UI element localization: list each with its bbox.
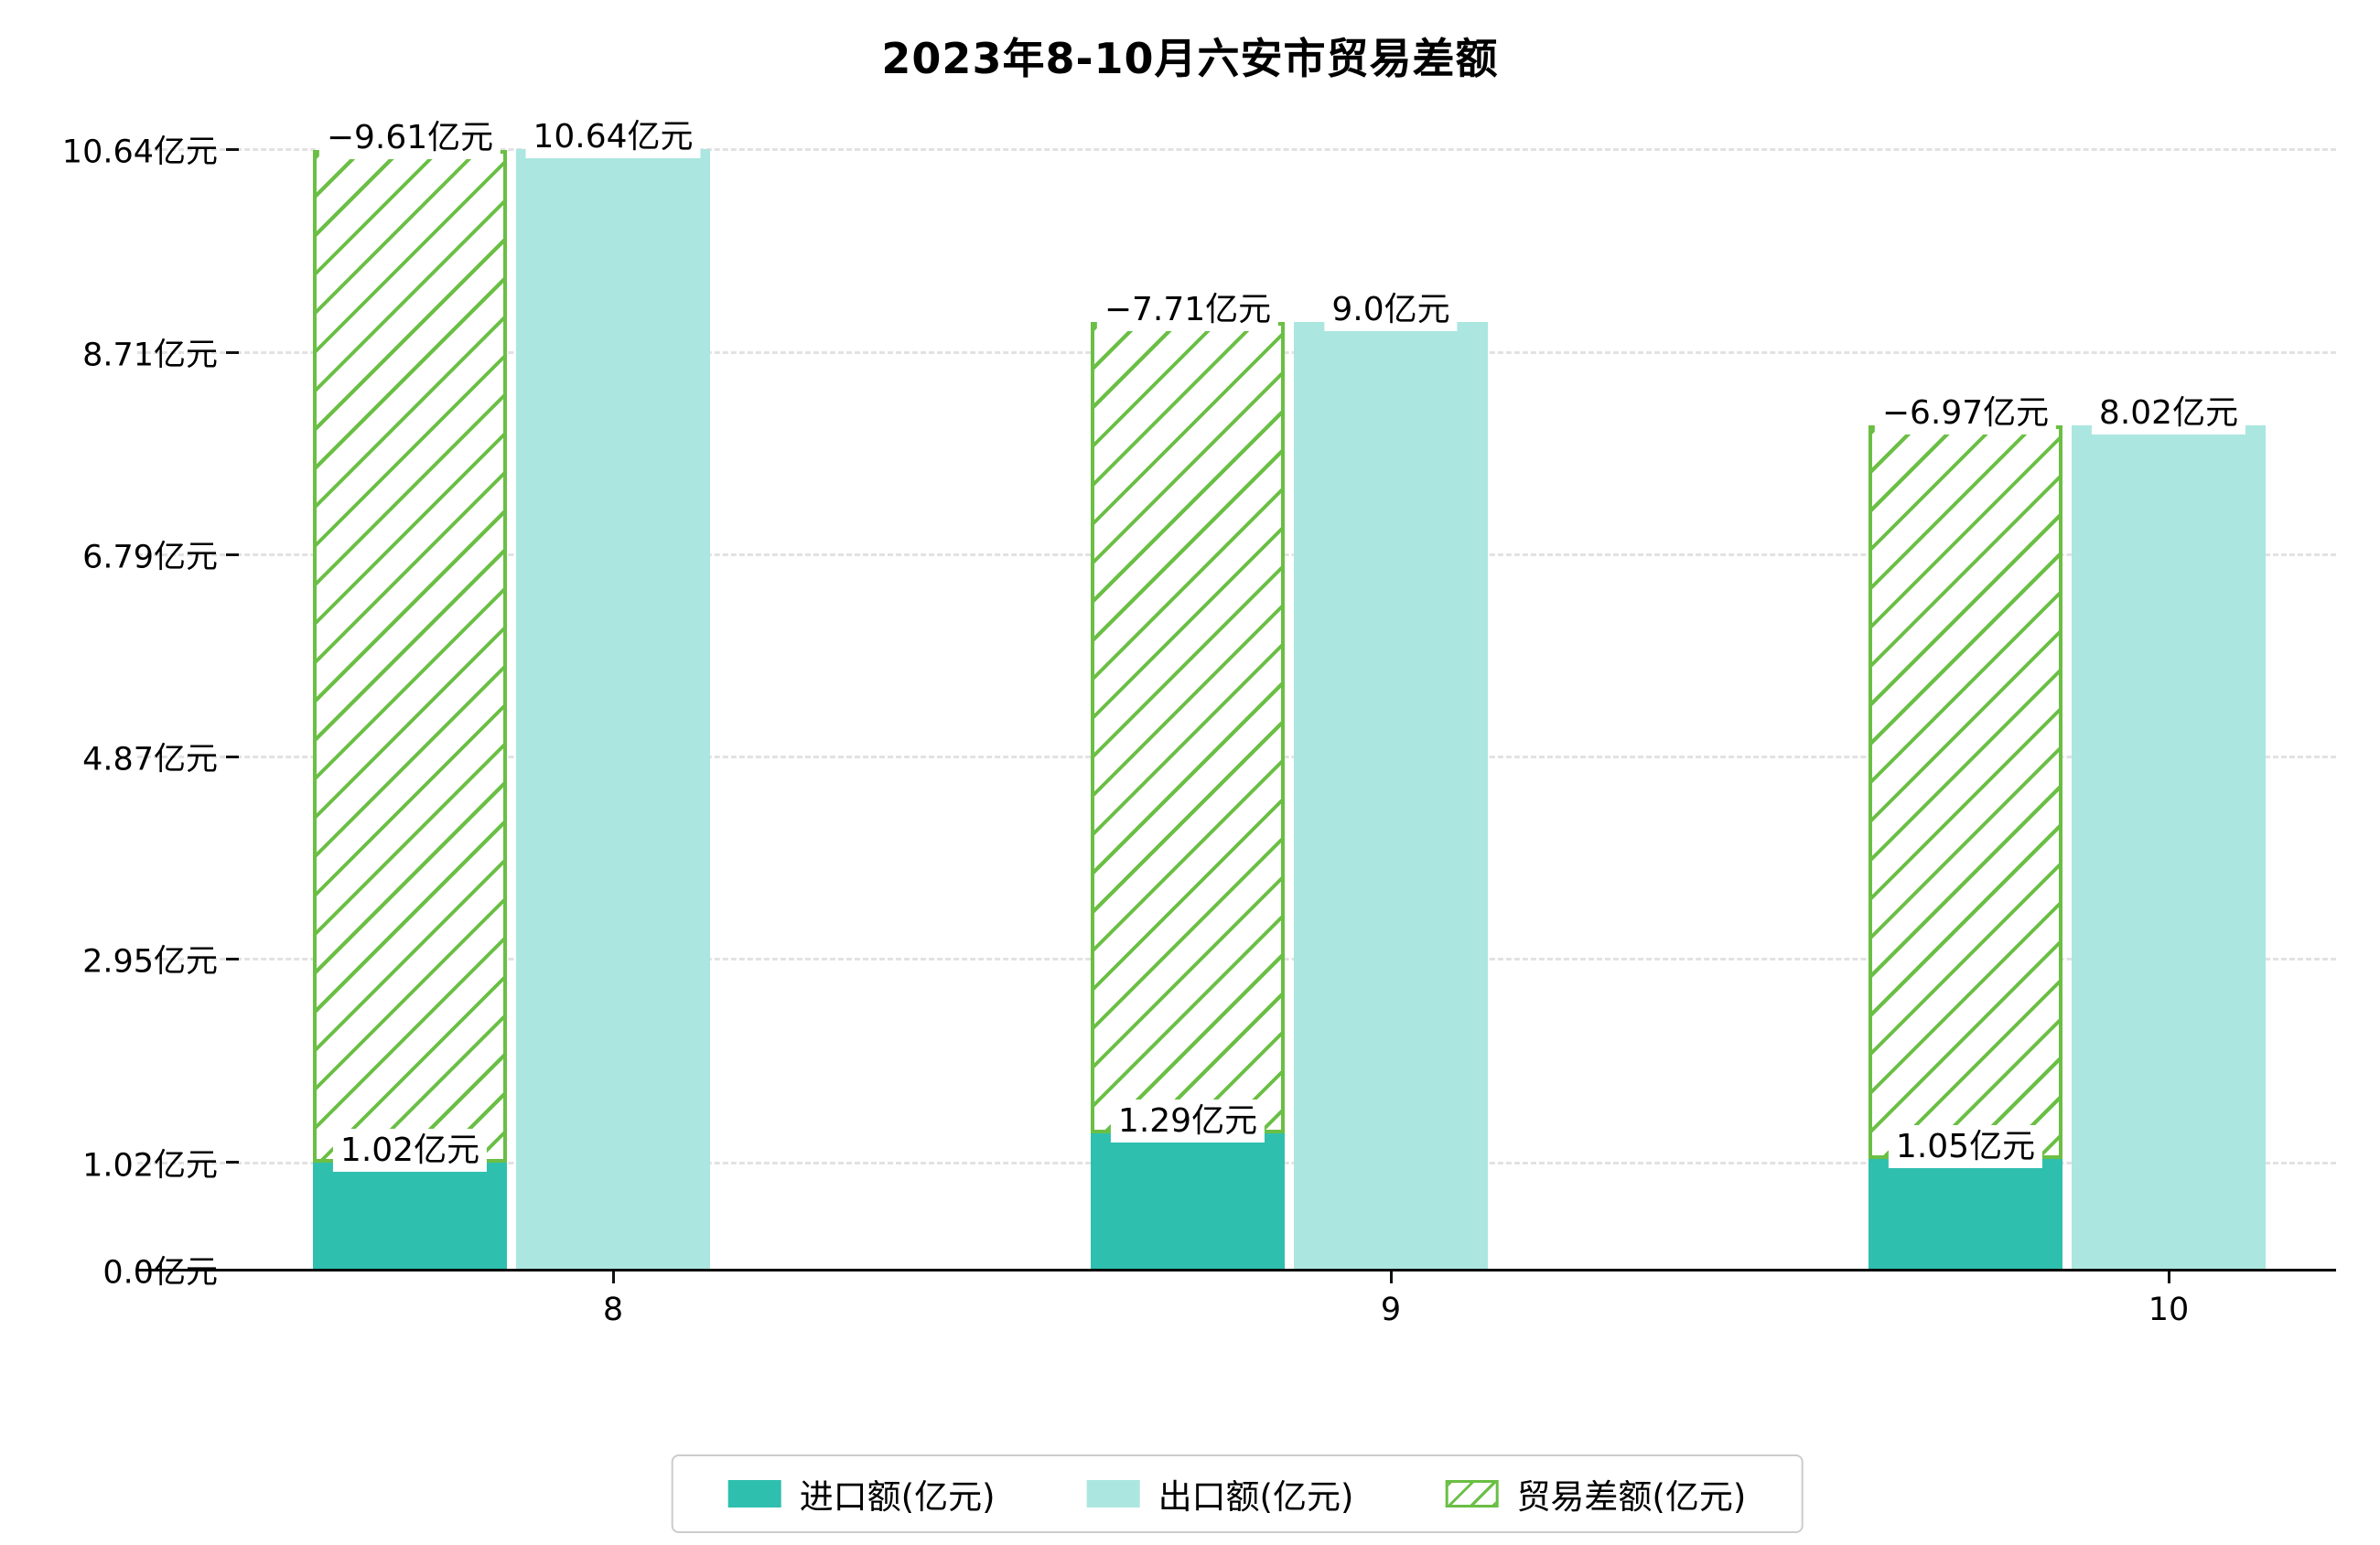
y-tick-mark bbox=[226, 755, 239, 758]
legend: 进口额(亿元) 出口额(亿元) 贸易差额(亿元) bbox=[671, 1454, 1804, 1533]
balance-bar bbox=[313, 150, 507, 1163]
y-tick-label: 1.02亿元 bbox=[82, 1147, 218, 1185]
balance-bar bbox=[1868, 424, 2062, 1160]
x-tick-mark bbox=[1389, 1271, 1393, 1283]
import-bar bbox=[1868, 1159, 2062, 1270]
x-tick-mark bbox=[2167, 1271, 2170, 1283]
y-tick-mark bbox=[226, 553, 239, 556]
y-tick-label: 10.64亿元 bbox=[61, 134, 218, 171]
y-tick-label: 2.95亿元 bbox=[82, 943, 218, 981]
y-tick-label: 0.0亿元 bbox=[102, 1254, 218, 1292]
balance-bar-label: −6.97亿元 bbox=[1874, 391, 2057, 435]
export-bar bbox=[2072, 424, 2266, 1270]
x-axis-line bbox=[137, 1269, 2336, 1271]
x-tick-label: 9 bbox=[1380, 1292, 1402, 1328]
y-tick-mark bbox=[226, 957, 239, 960]
legend-swatch-import bbox=[727, 1480, 781, 1507]
balance-bar bbox=[1091, 321, 1285, 1134]
legend-swatch-export bbox=[1086, 1480, 1140, 1507]
export-bar bbox=[516, 149, 710, 1270]
legend-item-export: 出口额(亿元) bbox=[1086, 1469, 1354, 1518]
import-bar bbox=[1091, 1133, 1285, 1270]
balance-bar-label: −7.71亿元 bbox=[1096, 287, 1279, 331]
y-tick-mark bbox=[226, 350, 239, 354]
chart-title: 2023年8-10月六安市贸易差额 bbox=[881, 34, 1499, 83]
y-tick-mark bbox=[226, 147, 239, 151]
y-tick-label: 6.79亿元 bbox=[82, 539, 218, 576]
y-tick-label: 8.71亿元 bbox=[82, 337, 218, 374]
legend-swatch-balance bbox=[1445, 1480, 1499, 1507]
legend-label-balance: 贸易差额(亿元) bbox=[1516, 1477, 1747, 1517]
y-tick-mark bbox=[226, 1161, 239, 1164]
x-tick-label: 10 bbox=[2148, 1292, 2190, 1328]
legend-label-export: 出口额(亿元) bbox=[1158, 1477, 1354, 1517]
import-bar-label: 1.02亿元 bbox=[332, 1128, 488, 1172]
legend-item-import: 进口额(亿元) bbox=[727, 1469, 996, 1518]
legend-item-balance: 贸易差额(亿元) bbox=[1445, 1469, 1746, 1518]
import-bar bbox=[313, 1162, 507, 1270]
import-bar-label: 1.05亿元 bbox=[1888, 1125, 2043, 1169]
x-tick-mark bbox=[611, 1271, 615, 1283]
x-tick-label: 8 bbox=[602, 1292, 624, 1328]
balance-bar-label: −9.61亿元 bbox=[318, 116, 501, 160]
export-bar-label: 9.0亿元 bbox=[1324, 287, 1458, 331]
legend-label-import: 进口额(亿元) bbox=[799, 1477, 996, 1517]
export-bar bbox=[1294, 321, 1488, 1270]
import-bar-label: 1.29亿元 bbox=[1110, 1100, 1265, 1143]
gridline bbox=[137, 148, 2336, 151]
y-tick-label: 4.87亿元 bbox=[82, 741, 218, 778]
export-bar-label: 8.02亿元 bbox=[2091, 391, 2246, 435]
export-bar-label: 10.64亿元 bbox=[525, 115, 701, 158]
